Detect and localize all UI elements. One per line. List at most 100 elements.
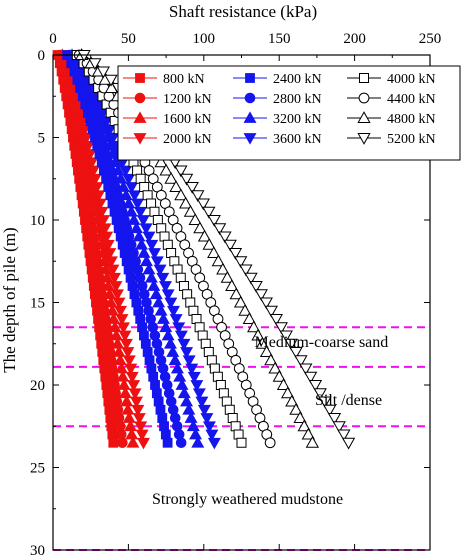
data-point: [215, 380, 226, 390]
data-point: [156, 272, 170, 285]
data-point: [149, 206, 160, 217]
data-point: [152, 215, 163, 225]
data-point: [197, 330, 208, 341]
data-point: [122, 196, 136, 209]
data-point: [114, 305, 127, 318]
data-point: [207, 215, 221, 227]
data-point: [247, 320, 261, 333]
y-tick-label: 10: [30, 213, 45, 229]
legend-label: 2400 kN: [273, 72, 322, 87]
data-point: [162, 239, 173, 250]
data-point: [166, 305, 180, 318]
data-point: [221, 396, 232, 407]
data-point: [280, 386, 295, 399]
data-point: [264, 305, 278, 318]
data-point: [188, 213, 202, 225]
data-point: [195, 396, 209, 409]
data-point: [104, 74, 118, 87]
data-point: [194, 322, 205, 333]
data-point: [272, 369, 286, 382]
data-point: [303, 371, 318, 384]
data-point: [178, 281, 189, 291]
data-point: [224, 404, 235, 415]
data-point: [144, 271, 158, 283]
data-point: [177, 386, 191, 399]
x-tick-label: 50: [121, 31, 136, 47]
data-point: [259, 297, 273, 310]
legend-label: 2000 kN: [163, 132, 212, 147]
data-point: [191, 190, 205, 203]
data-point: [140, 338, 151, 349]
data-point: [126, 436, 140, 448]
legend-label: 3200 kN: [273, 112, 322, 127]
axes: 0 50 100 150 200 250 0 5 10 15 20 25 30: [30, 31, 441, 556]
data-point: [148, 371, 159, 382]
data-point: [255, 336, 269, 349]
data-point: [207, 437, 221, 450]
data-point: [142, 347, 153, 357]
data-point: [95, 206, 109, 219]
data-point: [132, 165, 143, 176]
data-point: [137, 322, 147, 333]
data-point: [136, 437, 150, 450]
data-point: [183, 204, 198, 217]
data-point: [279, 330, 293, 343]
data-point: [236, 437, 247, 448]
data-point: [218, 231, 232, 244]
data-point: [135, 238, 148, 250]
data-point: [107, 429, 118, 440]
legend-label: 2800 kN: [273, 92, 322, 107]
data-point: [327, 413, 342, 425]
legend-marker: [357, 133, 371, 145]
data-point: [318, 396, 332, 409]
data-point: [299, 363, 313, 376]
y-axis-title: The depth of pile (m): [0, 227, 19, 372]
data-point: [101, 239, 115, 252]
data-point: [119, 165, 133, 178]
data-point: [80, 132, 94, 145]
data-point: [211, 254, 225, 267]
data-point: [186, 419, 200, 432]
data-point: [173, 370, 187, 382]
data-point: [118, 330, 132, 343]
y-tick-label: 20: [30, 378, 45, 394]
data-point: [212, 223, 227, 236]
data-point: [131, 297, 142, 308]
data-point: [269, 314, 283, 326]
data-point: [135, 173, 146, 184]
data-point: [172, 264, 183, 275]
legend: 800 kN 1200 kN 1600 kN 2000 kN 2400 kN 2800 k…: [117, 65, 461, 161]
data-point: [83, 149, 97, 161]
data-point: [169, 256, 180, 267]
data-point: [202, 421, 216, 433]
data-point: [161, 328, 175, 341]
legend-label: 4000 kN: [387, 72, 436, 87]
data-point: [182, 289, 193, 300]
x-tick-label: 0: [49, 31, 57, 47]
data-point: [106, 132, 120, 145]
data-point: [206, 355, 217, 366]
data-point: [131, 404, 145, 417]
data-point: [244, 272, 258, 285]
data-point: [77, 50, 91, 62]
x-axis-title: Shaft resistance (kPa): [169, 2, 317, 21]
data-point: [180, 394, 194, 407]
data-point: [264, 437, 276, 449]
data-point: [149, 287, 163, 300]
y-tick-label: 5: [38, 131, 46, 147]
data-point: [157, 413, 168, 423]
data-point: [209, 363, 220, 374]
data-point: [191, 436, 205, 448]
data-point: [121, 347, 135, 359]
data-point: [142, 262, 156, 275]
data-point: [117, 437, 128, 449]
data-point: [147, 279, 161, 291]
data-point: [166, 345, 180, 357]
legend-marker: [133, 133, 147, 145]
data-point: [159, 231, 170, 242]
data-point: [127, 281, 138, 291]
legend-marker: [245, 73, 255, 83]
data-point: [97, 215, 110, 227]
data-point: [156, 223, 167, 234]
